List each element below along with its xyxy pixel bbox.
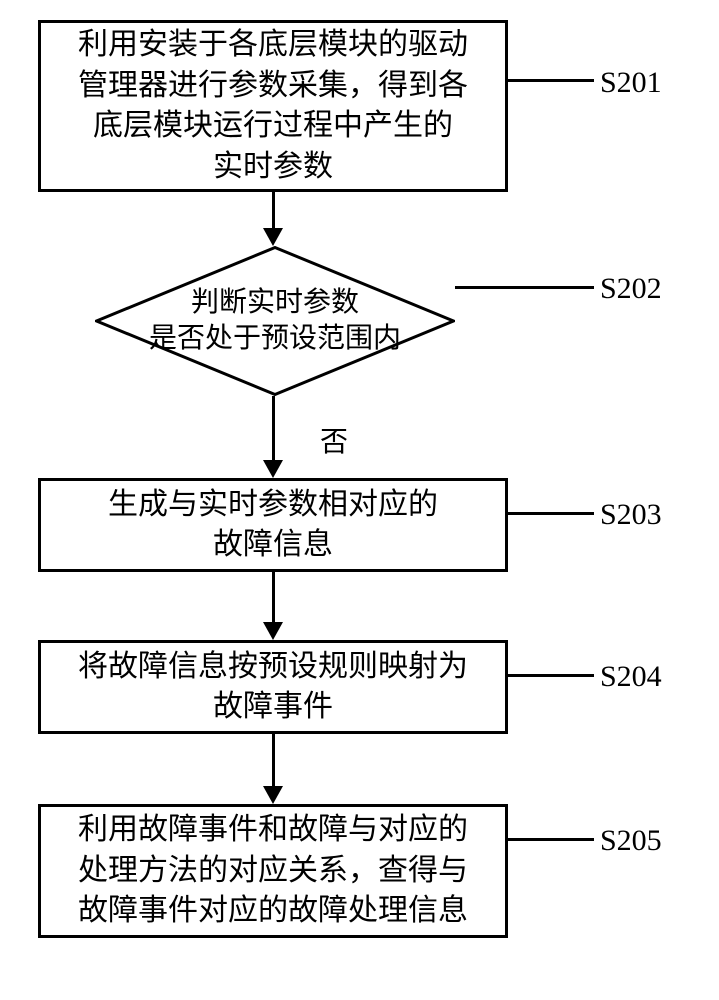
node-s205: 利用故障事件和故障与对应的 处理方法的对应关系，查得与 故障事件对应的故障处理信… [38,804,508,938]
edge-s202-s203-label: 否 [320,420,348,460]
node-s205-text: 利用故障事件和故障与对应的 处理方法的对应关系，查得与 故障事件对应的故障处理信… [78,810,468,932]
label-s205: S205 [600,824,662,858]
node-s202-text: 判断实时参数 是否处于预设范围内 [95,246,455,396]
connector-s203 [508,512,594,515]
label-s202: S202 [600,272,662,306]
connector-s201 [508,79,594,82]
connector-s205 [508,838,594,841]
label-s203: S203 [600,498,662,532]
node-s204: 将故障信息按预设规则映射为 故障事件 [38,640,508,734]
node-s201-text: 利用安装于各底层模块的驱动 管理器进行参数采集，得到各 底层模块运行过程中产生的… [78,25,468,187]
flowchart-canvas: 利用安装于各底层模块的驱动 管理器进行参数采集，得到各 底层模块运行过程中产生的… [0,0,719,1000]
node-s204-text: 将故障信息按预设规则映射为 故障事件 [78,647,468,728]
node-s203-text: 生成与实时参数相对应的 故障信息 [108,485,438,566]
label-s201: S201 [600,66,662,100]
connector-s202 [455,286,594,289]
connector-s204 [508,674,594,677]
node-s202: 判断实时参数 是否处于预设范围内 [95,246,455,396]
node-s201: 利用安装于各底层模块的驱动 管理器进行参数采集，得到各 底层模块运行过程中产生的… [38,20,508,192]
node-s203: 生成与实时参数相对应的 故障信息 [38,478,508,572]
label-s204: S204 [600,660,662,694]
